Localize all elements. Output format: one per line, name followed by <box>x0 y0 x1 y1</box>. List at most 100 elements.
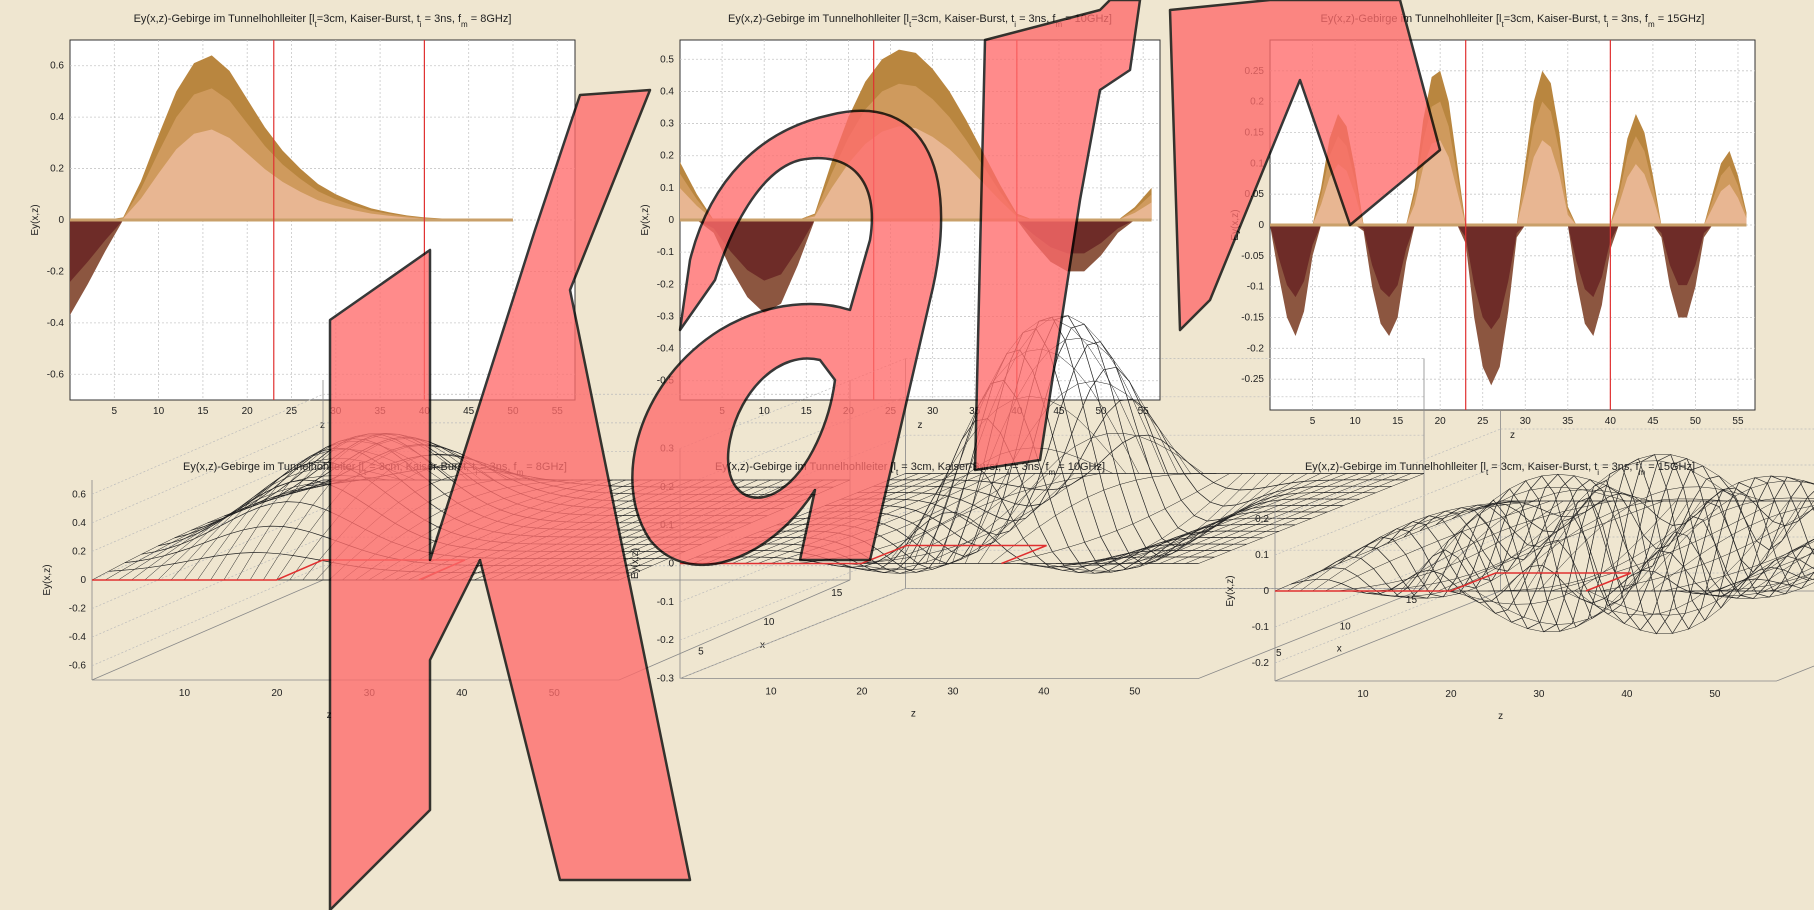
title-subscript: i <box>1607 20 1609 29</box>
watermark-letter-r <box>973 0 1142 472</box>
surface-mesh-line <box>1387 500 1614 592</box>
surface-mesh-line <box>1337 500 1564 592</box>
z-axis-tick: 30 <box>947 687 959 698</box>
y-tick-label: -0.05 <box>1241 251 1264 262</box>
title-segment: = 10GHz] <box>1055 461 1105 473</box>
surface-mesh-line <box>964 380 1191 564</box>
back-grid-line <box>91 451 324 552</box>
y-tick-label: 0 <box>58 215 64 226</box>
surface-mesh-line <box>1325 500 1551 592</box>
x-tick-label: 45 <box>463 406 475 417</box>
z-axis-tick: 30 <box>1533 689 1545 700</box>
z-tick-label: -0.6 <box>69 661 87 672</box>
surface-mesh-line <box>91 479 324 581</box>
title-segment: = 15GHz] <box>1645 461 1695 473</box>
back-grid-line <box>1274 500 1501 592</box>
y-tick-label: 0 <box>1258 220 1264 231</box>
y-tick-label: 0.2 <box>660 151 674 162</box>
back-grid-line <box>91 422 324 524</box>
x-tick-label: 10 <box>1350 416 1362 427</box>
z-axis-tick: 10 <box>179 688 191 699</box>
title-segment: =3cm, Kaiser-Burst, t <box>317 13 420 25</box>
title-segment: Ey(x,z)-Gebirge im Tunnelhohlleiter [l <box>134 13 315 25</box>
surface-mesh-line <box>1550 500 1777 592</box>
back-grid-line <box>91 479 324 581</box>
surface-mesh-line <box>1146 473 1373 564</box>
y-tick-label: 0.1 <box>660 183 674 194</box>
surface-mesh-line <box>1676 571 1814 596</box>
x-axis-label: z <box>1510 430 1515 441</box>
watermark-letter-k <box>328 88 692 910</box>
surface-mesh-line <box>1371 467 1814 635</box>
surface-mesh-line <box>1055 473 1282 566</box>
surface-mesh-line <box>861 473 1088 564</box>
x-tick-label: 35 <box>969 406 981 417</box>
surface-mesh-line <box>105 479 337 581</box>
back-grid-line <box>679 549 906 641</box>
z-axis-tick: 50 <box>1129 687 1141 698</box>
surface-mesh-line <box>1512 460 1739 592</box>
x-tick-label: 25 <box>286 406 298 417</box>
title-segment: = 15GHz] <box>1655 13 1705 25</box>
y-tick-label: 0.4 <box>50 112 64 123</box>
back-grid-line <box>91 508 324 609</box>
surface-mesh-line <box>1613 497 1814 592</box>
title-subscript: m <box>1648 20 1655 29</box>
area-negative-inner <box>70 220 513 282</box>
surface-mesh-line <box>1016 473 1243 568</box>
x-tick-label: 10 <box>759 406 771 417</box>
z-tick-label: 0.1 <box>1255 550 1269 561</box>
x-tick-label: 15 <box>801 406 813 417</box>
watermark-letter-a <box>631 109 943 566</box>
x-axis-tick: 10 <box>763 617 775 628</box>
surface-mesh-line <box>1450 500 1677 605</box>
surface-mesh-line <box>1776 578 1814 592</box>
title-segment: Ey(x,z)-Gebirge im Tunnelhohlleiter [l <box>728 13 909 25</box>
x-axis-label: x <box>1337 644 1342 655</box>
title-subscript: m <box>1049 468 1056 477</box>
title-segment: = 3ns, f <box>1599 461 1639 473</box>
back-grid-line <box>679 588 906 679</box>
surface-mesh-line <box>1688 582 1814 599</box>
chart-title: Ey(x,z)-Gebirge im Tunnelhohlleiter [lt=… <box>134 13 512 29</box>
surface-mesh-line <box>1425 489 1652 592</box>
surface-mesh-line <box>1726 539 1814 592</box>
y-tick-label: 0.3 <box>660 119 674 130</box>
title-segment: = 3cm, Kaiser-Burst, t <box>1488 461 1597 473</box>
surface-mesh-line <box>1107 473 1334 564</box>
surface-mesh-line <box>874 473 1100 564</box>
chart-2d-1: 510152025303540455055-0.6-0.4-0.200.20.4… <box>30 13 576 431</box>
surface-mesh-line <box>1362 500 1589 599</box>
title-segment: = 3ns, f <box>422 13 462 25</box>
watermark-karl <box>328 0 1442 910</box>
chart-3d-3: -0.2 -0.1 0 0.1 0.2 10 20 30 40 50 5 10 15 z x Ey(x,z) E… <box>1225 411 1814 722</box>
z-tick-label: 0.4 <box>72 518 86 529</box>
surface-mesh-line <box>1650 505 1814 592</box>
z-tick-label: 0.2 <box>72 546 86 557</box>
z-axis-tick: 20 <box>856 687 868 698</box>
x-tick-label: 35 <box>1562 416 1574 427</box>
z-tick-label: -0.2 <box>69 604 87 615</box>
surface-mesh-line <box>1081 473 1308 564</box>
title-subscript: i <box>420 20 422 29</box>
surface-mesh-line <box>1291 564 1793 604</box>
z-axis-tick: 10 <box>1357 689 1369 700</box>
y-tick-label: -0.2 <box>47 266 65 277</box>
x-tick-label: 20 <box>242 406 254 417</box>
surface-mesh-line <box>1462 500 1689 633</box>
y-tick-label: -0.25 <box>1241 374 1264 385</box>
surface-mesh-line <box>1701 572 1814 592</box>
back-grid-line <box>1274 464 1501 556</box>
title-subscript: t <box>896 468 899 477</box>
surface-mesh-line <box>1751 551 1814 592</box>
title-subscript: t <box>1486 468 1489 477</box>
z-axis-tick: 40 <box>1038 687 1050 698</box>
surface-mesh-line <box>1713 552 1814 592</box>
z-tick-label: 0 <box>1263 586 1269 597</box>
surface-mesh-line <box>1563 500 1790 616</box>
surface-mesh-line <box>1287 500 1514 592</box>
area-negative-inner <box>1270 225 1747 330</box>
zero-plane-outline <box>1275 572 1632 592</box>
surface-mesh-line <box>977 432 1204 564</box>
